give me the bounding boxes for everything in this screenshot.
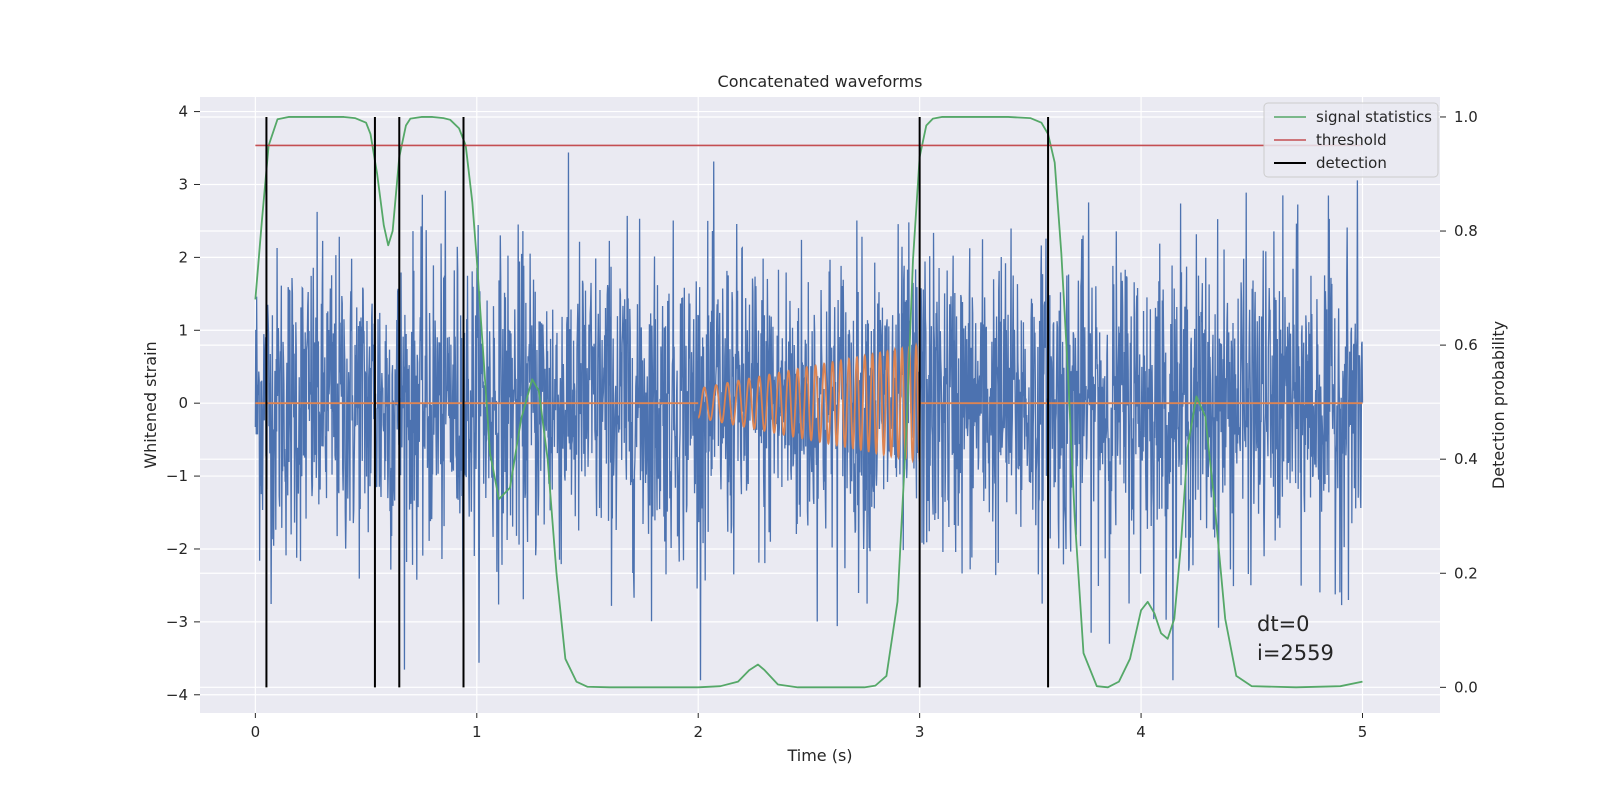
x-tick-label: 2	[693, 723, 703, 741]
axes: 0 1 2 3 4 5 4 3 2 1 0 −1 −2 −3 −4 1.0 0.8 0.6 0.4 0.2 0.0	[166, 103, 1478, 741]
x-tick-label: 4	[1136, 723, 1146, 741]
legend-label-signal-statistics: signal statistics	[1316, 108, 1432, 126]
y-right-tick-label: 0.8	[1454, 222, 1478, 240]
y-right-tick-label: 0.2	[1454, 564, 1478, 582]
chart-title: Concatenated waveforms	[718, 72, 923, 91]
y-tick-label: 2	[178, 248, 188, 266]
y-axis-label: Whitened strain	[141, 341, 160, 468]
y-right-tick-label: 0.6	[1454, 336, 1478, 354]
detection-series	[265, 116, 1050, 688]
annotation-index: i=2559	[1257, 641, 1334, 665]
y-right-tick-label: 1.0	[1454, 108, 1478, 126]
template-chirp	[697, 342, 921, 464]
y-tick-label: −1	[166, 467, 188, 485]
y-tick-label: 1	[178, 321, 188, 339]
x-tick-label: 0	[251, 723, 261, 741]
signal-statistics-series	[254, 116, 1363, 689]
legend-label-detection: detection	[1316, 154, 1387, 172]
y-tick-label: 3	[178, 175, 188, 193]
x-tick-label: 3	[915, 723, 925, 741]
annotation-dt: dt=0	[1257, 612, 1310, 636]
x-tick-label: 1	[472, 723, 482, 741]
x-tick-label: 5	[1358, 723, 1368, 741]
template-series	[255, 342, 1363, 464]
x-axis-label: Time (s)	[786, 746, 852, 765]
y-tick-label: −4	[166, 686, 188, 704]
y-tick-label: −3	[166, 613, 188, 631]
legend-label-threshold: threshold	[1316, 131, 1387, 149]
y-tick-label: −2	[166, 540, 188, 558]
y-right-tick-label: 0.0	[1454, 678, 1478, 696]
y-right-tick-label: 0.4	[1454, 450, 1478, 468]
y-tick-label: 0	[178, 394, 188, 412]
y-axis-right-label: Detection probability	[1489, 321, 1508, 489]
legend: signal statistics threshold detection	[1263, 102, 1439, 178]
y-tick-label: 4	[178, 103, 188, 121]
legend-box	[1263, 102, 1439, 178]
signal-statistics-line	[254, 116, 1363, 689]
